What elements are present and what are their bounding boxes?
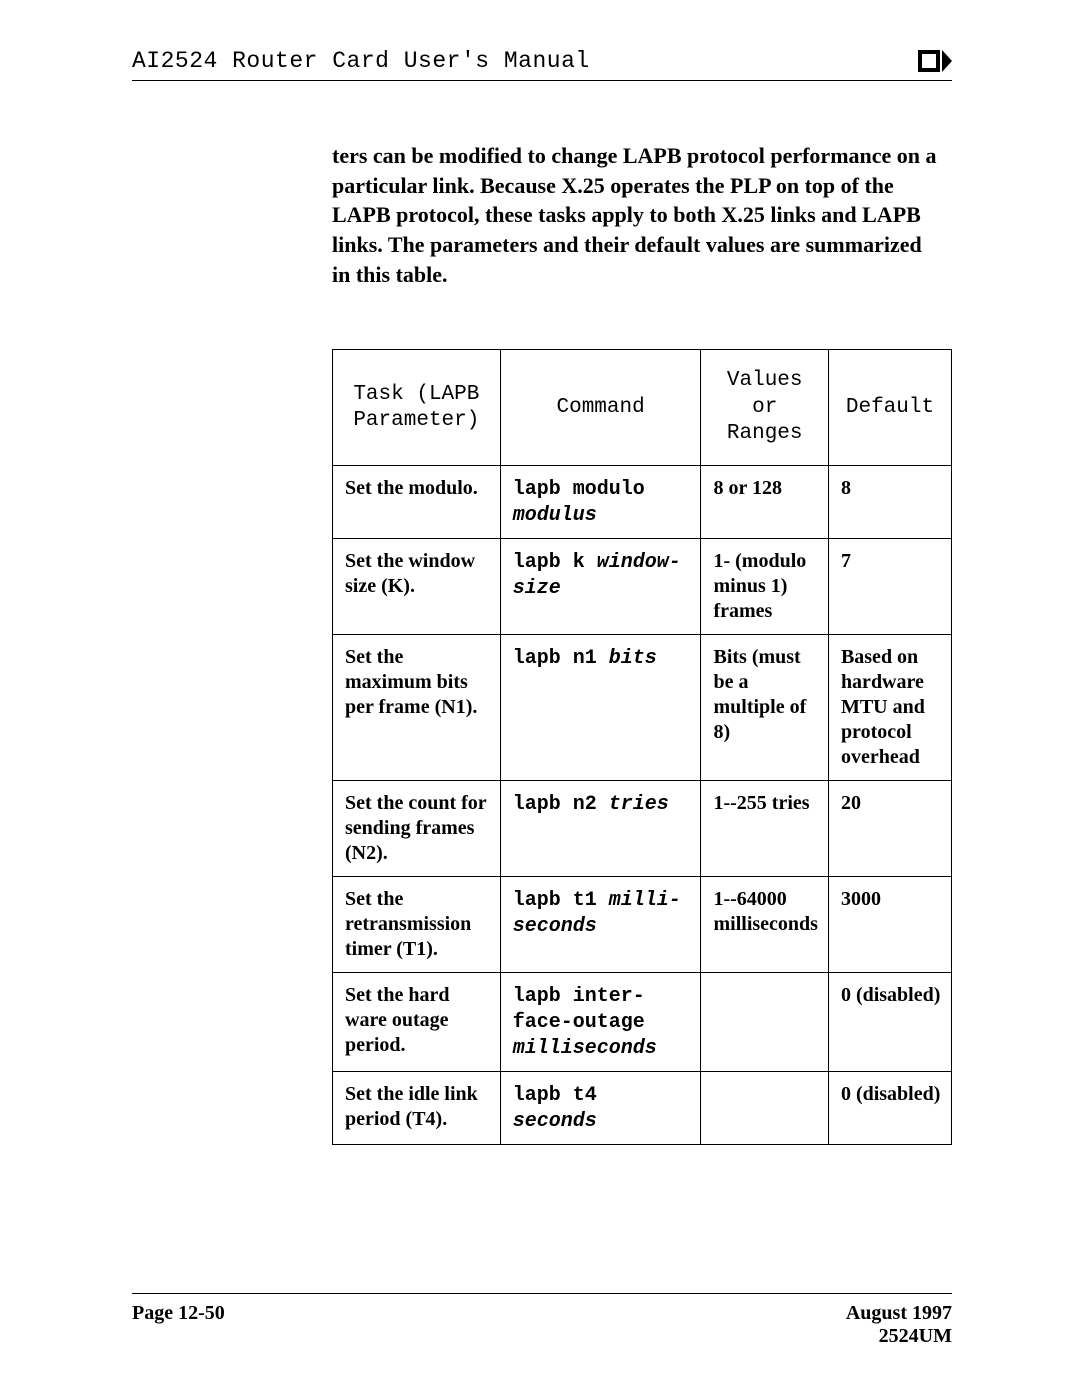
values-cell: 8 or 128 — [701, 466, 828, 539]
brand-logo-icon — [918, 50, 952, 72]
footer-date: August 1997 — [846, 1302, 952, 1324]
values-cell: Bits (must be a multiple of 8) — [701, 635, 828, 781]
command-cell: lapb t4 seconds — [500, 1072, 701, 1145]
page-header: AI2524 Router Card User's Manual — [132, 48, 952, 81]
footer-page-number: Page 12-50 — [132, 1302, 225, 1348]
values-cell — [701, 1072, 828, 1145]
command-cell: lapb n1 bits — [500, 635, 701, 781]
cmd-keyword: lapb t4 — [513, 1084, 597, 1107]
task-cell: Set the hard ware outage period. — [333, 973, 501, 1072]
cmd-argument: bits — [609, 647, 657, 670]
col-header-task: Task (LAPB Parameter) — [333, 350, 501, 466]
cmd-argument: seconds — [513, 1110, 597, 1133]
table-row: Set the window size (K). lapb k window-s… — [333, 539, 952, 635]
page-container: AI2524 Router Card User's Manual ters ca… — [132, 48, 952, 1348]
cmd-keyword: lapb modulo — [513, 478, 645, 501]
values-cell: 1- (modulo minus 1) frames — [701, 539, 828, 635]
table-row: Set the count for sending frames (N2). l… — [333, 781, 952, 877]
table-row: Set the hard ware outage period. lapb in… — [333, 973, 952, 1072]
command-cell: lapb inter-face-outage milliseconds — [500, 973, 701, 1072]
command-cell: lapb t1 milli-seconds — [500, 877, 701, 973]
cmd-keyword: lapb n2 — [513, 793, 609, 816]
task-cell: Set the idle link period (T4). — [333, 1072, 501, 1145]
cmd-argument: modulus — [513, 504, 597, 527]
footer-docid: 2524UM — [879, 1325, 952, 1347]
default-cell: 0 (disabled) — [828, 973, 951, 1072]
task-cell: Set the count for sending frames (N2). — [333, 781, 501, 877]
default-cell: 8 — [828, 466, 951, 539]
footer-date-doc: August 1997 2524UM — [846, 1302, 952, 1348]
command-cell: lapb modulo modulus — [500, 466, 701, 539]
table-header-row: Task (LAPB Parameter) Command Values or … — [333, 350, 952, 466]
table-row: Set the idle link period (T4). lapb t4 s… — [333, 1072, 952, 1145]
col-header-command: Command — [500, 350, 701, 466]
cmd-keyword: lapb inter-face-outage — [513, 985, 645, 1034]
task-cell: Set the retransmission timer (T1). — [333, 877, 501, 973]
cmd-argument: tries — [609, 793, 669, 816]
command-cell: lapb k window-size — [500, 539, 701, 635]
task-cell: Set the maximum bits per frame (N1). — [333, 635, 501, 781]
cmd-keyword: lapb n1 — [513, 647, 609, 670]
values-cell: 1--64000 milliseconds — [701, 877, 828, 973]
table-row: Set the maximum bits per frame (N1). lap… — [333, 635, 952, 781]
cmd-keyword: lapb k — [513, 551, 597, 574]
default-cell: 7 — [828, 539, 951, 635]
cmd-keyword: lapb t1 — [513, 889, 609, 912]
default-cell: Based on hardware MTU and protocol overh… — [828, 635, 951, 781]
table-row: Set the retransmission timer (T1). lapb … — [333, 877, 952, 973]
default-cell: 20 — [828, 781, 951, 877]
col-header-default: Default — [828, 350, 951, 466]
table-row: Set the modulo. lapb modulo modulus 8 or… — [333, 466, 952, 539]
task-cell: Set the modulo. — [333, 466, 501, 539]
command-cell: lapb n2 tries — [500, 781, 701, 877]
page-footer: Page 12-50 August 1997 2524UM — [132, 1293, 952, 1348]
values-cell: 1--255 tries — [701, 781, 828, 877]
cmd-argument: milliseconds — [513, 1037, 657, 1060]
header-title: AI2524 Router Card User's Manual — [132, 48, 590, 74]
col-header-values: Values or Ranges — [701, 350, 828, 466]
default-cell: 3000 — [828, 877, 951, 973]
lapb-parameters-table: Task (LAPB Parameter) Command Values or … — [332, 349, 952, 1145]
task-cell: Set the window size (K). — [333, 539, 501, 635]
default-cell: 0 (disabled) — [828, 1072, 951, 1145]
values-cell — [701, 973, 828, 1072]
intro-paragraph: ters can be modified to change LAPB prot… — [332, 141, 937, 289]
